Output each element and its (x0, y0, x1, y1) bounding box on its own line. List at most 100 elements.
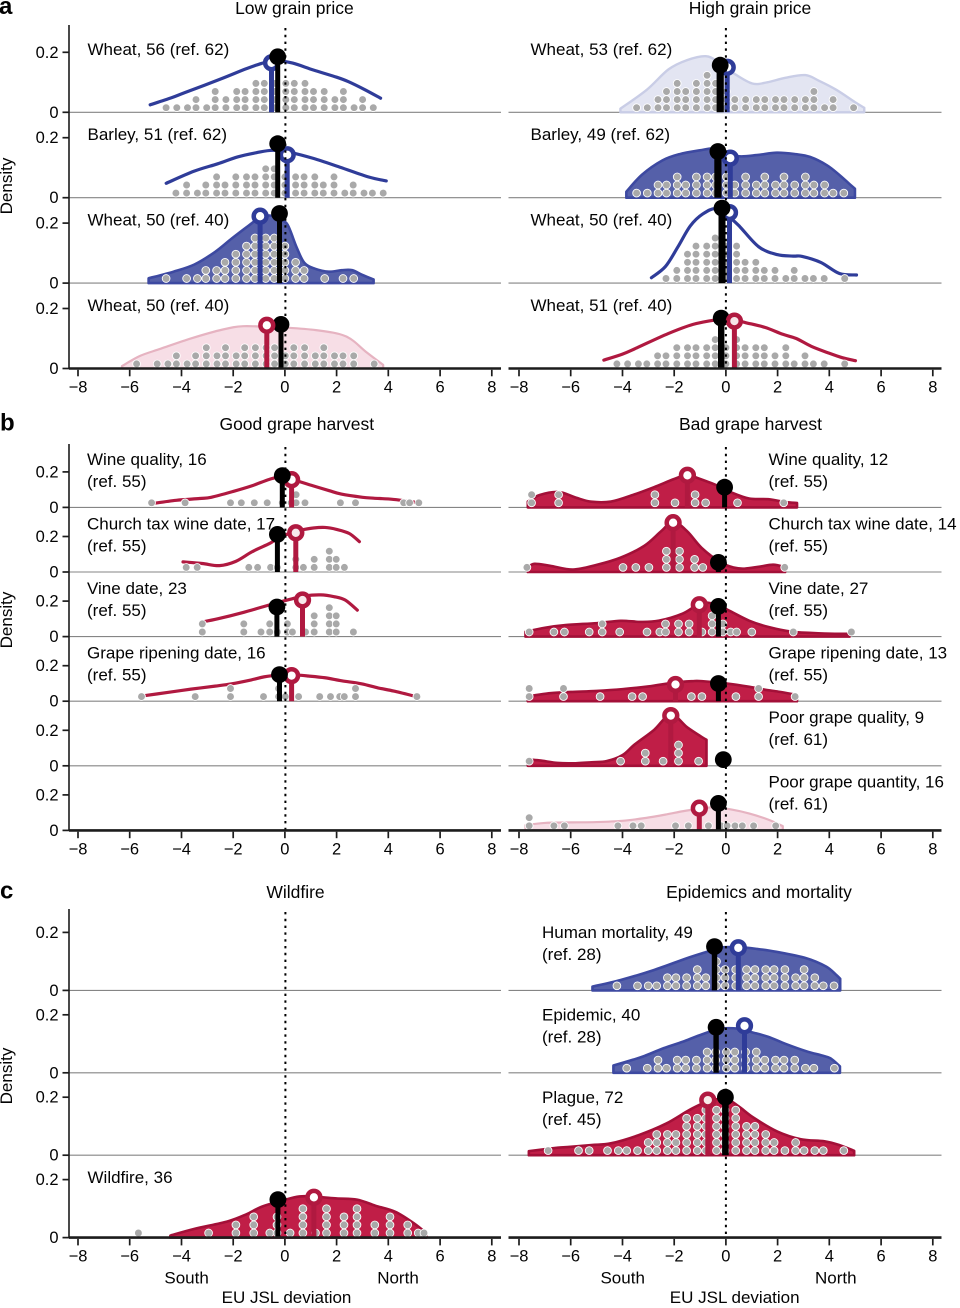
svg-text:−2: −2 (224, 379, 243, 397)
svg-text:−6: −6 (120, 840, 139, 858)
svg-text:0: 0 (280, 1248, 289, 1266)
svg-text:0.2: 0.2 (36, 215, 59, 233)
svg-text:6: 6 (436, 1248, 445, 1266)
svg-text:4: 4 (384, 840, 393, 858)
svg-text:0: 0 (49, 1229, 58, 1247)
svg-text:0: 0 (49, 104, 58, 122)
svg-text:−2: −2 (665, 1248, 684, 1266)
svg-text:(ref. 28): (ref. 28) (542, 1028, 602, 1047)
svg-text:0: 0 (49, 275, 58, 293)
svg-text:8: 8 (928, 379, 937, 397)
svg-text:(ref. 55): (ref. 55) (87, 601, 147, 620)
svg-text:Wine quality, 12: Wine quality, 12 (769, 450, 889, 469)
svg-text:−4: −4 (613, 840, 632, 858)
svg-text:Good grape harvest: Good grape harvest (219, 414, 374, 434)
svg-text:2: 2 (773, 840, 782, 858)
svg-text:2: 2 (332, 1248, 341, 1266)
svg-text:c: c (0, 878, 13, 905)
svg-text:0.2: 0.2 (36, 1171, 59, 1189)
svg-text:Low grain price: Low grain price (235, 0, 354, 18)
svg-text:−8: −8 (510, 1248, 529, 1266)
svg-text:0: 0 (280, 840, 289, 858)
svg-text:Poor grape quantity, 16: Poor grape quantity, 16 (769, 773, 944, 792)
svg-text:0.2: 0.2 (36, 300, 59, 318)
svg-text:Vine date, 27: Vine date, 27 (769, 579, 869, 598)
svg-text:0: 0 (721, 379, 730, 397)
svg-text:0.2: 0.2 (36, 657, 59, 675)
svg-text:Wheat, 53 (ref. 62): Wheat, 53 (ref. 62) (531, 40, 673, 59)
svg-text:North: North (815, 1269, 857, 1288)
svg-text:−4: −4 (613, 1248, 632, 1266)
svg-text:South: South (164, 1269, 208, 1288)
svg-text:−4: −4 (613, 379, 632, 397)
svg-text:8: 8 (928, 1248, 937, 1266)
svg-text:0.2: 0.2 (36, 44, 59, 62)
svg-text:−6: −6 (561, 379, 580, 397)
svg-text:4: 4 (384, 1248, 393, 1266)
svg-text:0.2: 0.2 (36, 1089, 59, 1107)
svg-text:−8: −8 (69, 379, 88, 397)
svg-text:−2: −2 (665, 379, 684, 397)
svg-text:(ref. 55): (ref. 55) (87, 666, 147, 685)
svg-text:2: 2 (773, 1248, 782, 1266)
svg-text:6: 6 (436, 840, 445, 858)
svg-text:Plague, 72: Plague, 72 (542, 1088, 623, 1107)
svg-text:6: 6 (877, 840, 886, 858)
svg-text:−6: −6 (561, 840, 580, 858)
svg-text:−8: −8 (510, 840, 529, 858)
svg-text:2: 2 (332, 840, 341, 858)
svg-text:6: 6 (436, 379, 445, 397)
svg-text:0: 0 (721, 1248, 730, 1266)
svg-text:b: b (0, 410, 15, 437)
svg-text:8: 8 (487, 379, 496, 397)
svg-text:Wildfire: Wildfire (266, 882, 324, 902)
svg-text:South: South (600, 1269, 644, 1288)
svg-text:Wheat, 50 (ref. 40): Wheat, 50 (ref. 40) (88, 211, 230, 230)
svg-text:0: 0 (49, 628, 58, 646)
svg-text:0.2: 0.2 (36, 593, 59, 611)
svg-text:Wildfire, 36: Wildfire, 36 (88, 1168, 173, 1187)
svg-text:0: 0 (49, 1064, 58, 1082)
svg-text:Epidemic, 40: Epidemic, 40 (542, 1006, 640, 1025)
svg-text:8: 8 (487, 1248, 496, 1266)
svg-text:Wheat, 50 (ref. 40): Wheat, 50 (ref. 40) (531, 211, 673, 230)
svg-text:(ref. 55): (ref. 55) (769, 666, 829, 685)
svg-text:Barley, 49 (ref. 62): Barley, 49 (ref. 62) (531, 125, 671, 144)
svg-text:−6: −6 (120, 379, 139, 397)
svg-text:4: 4 (384, 379, 393, 397)
svg-text:−6: −6 (561, 1248, 580, 1266)
svg-text:Wheat, 50 (ref. 40): Wheat, 50 (ref. 40) (88, 296, 230, 315)
svg-text:4: 4 (825, 379, 834, 397)
svg-text:−4: −4 (172, 840, 191, 858)
svg-text:(ref. 45): (ref. 45) (542, 1110, 602, 1129)
svg-text:High grain price: High grain price (689, 0, 812, 18)
svg-text:0.2: 0.2 (36, 528, 59, 546)
svg-text:(ref. 61): (ref. 61) (769, 795, 829, 814)
svg-text:a: a (0, 0, 13, 20)
svg-text:0: 0 (49, 1147, 58, 1165)
svg-text:−8: −8 (510, 379, 529, 397)
svg-text:−4: −4 (172, 1248, 191, 1266)
svg-text:0.2: 0.2 (36, 463, 59, 481)
svg-text:2: 2 (332, 379, 341, 397)
svg-text:North: North (377, 1269, 419, 1288)
svg-text:EU JSL deviation: EU JSL deviation (222, 1288, 352, 1307)
svg-text:0: 0 (49, 693, 58, 711)
svg-text:0.2: 0.2 (36, 1006, 59, 1024)
svg-text:0.2: 0.2 (36, 786, 59, 804)
svg-text:4: 4 (825, 840, 834, 858)
svg-text:(ref. 28): (ref. 28) (542, 945, 602, 964)
svg-text:Wheat, 56 (ref. 62): Wheat, 56 (ref. 62) (88, 40, 230, 59)
svg-text:−4: −4 (172, 379, 191, 397)
svg-text:Density: Density (0, 1047, 16, 1104)
svg-text:(ref. 55): (ref. 55) (769, 537, 829, 556)
svg-text:Vine date, 23: Vine date, 23 (87, 579, 187, 598)
svg-text:(ref. 55): (ref. 55) (769, 601, 829, 620)
svg-text:0.2: 0.2 (36, 722, 59, 740)
svg-text:Barley, 51 (ref. 62): Barley, 51 (ref. 62) (88, 125, 228, 144)
svg-text:−2: −2 (224, 1248, 243, 1266)
svg-text:0: 0 (49, 982, 58, 1000)
svg-text:Church tax wine date, 17: Church tax wine date, 17 (87, 515, 275, 534)
svg-text:0: 0 (49, 360, 58, 378)
svg-text:−2: −2 (665, 840, 684, 858)
